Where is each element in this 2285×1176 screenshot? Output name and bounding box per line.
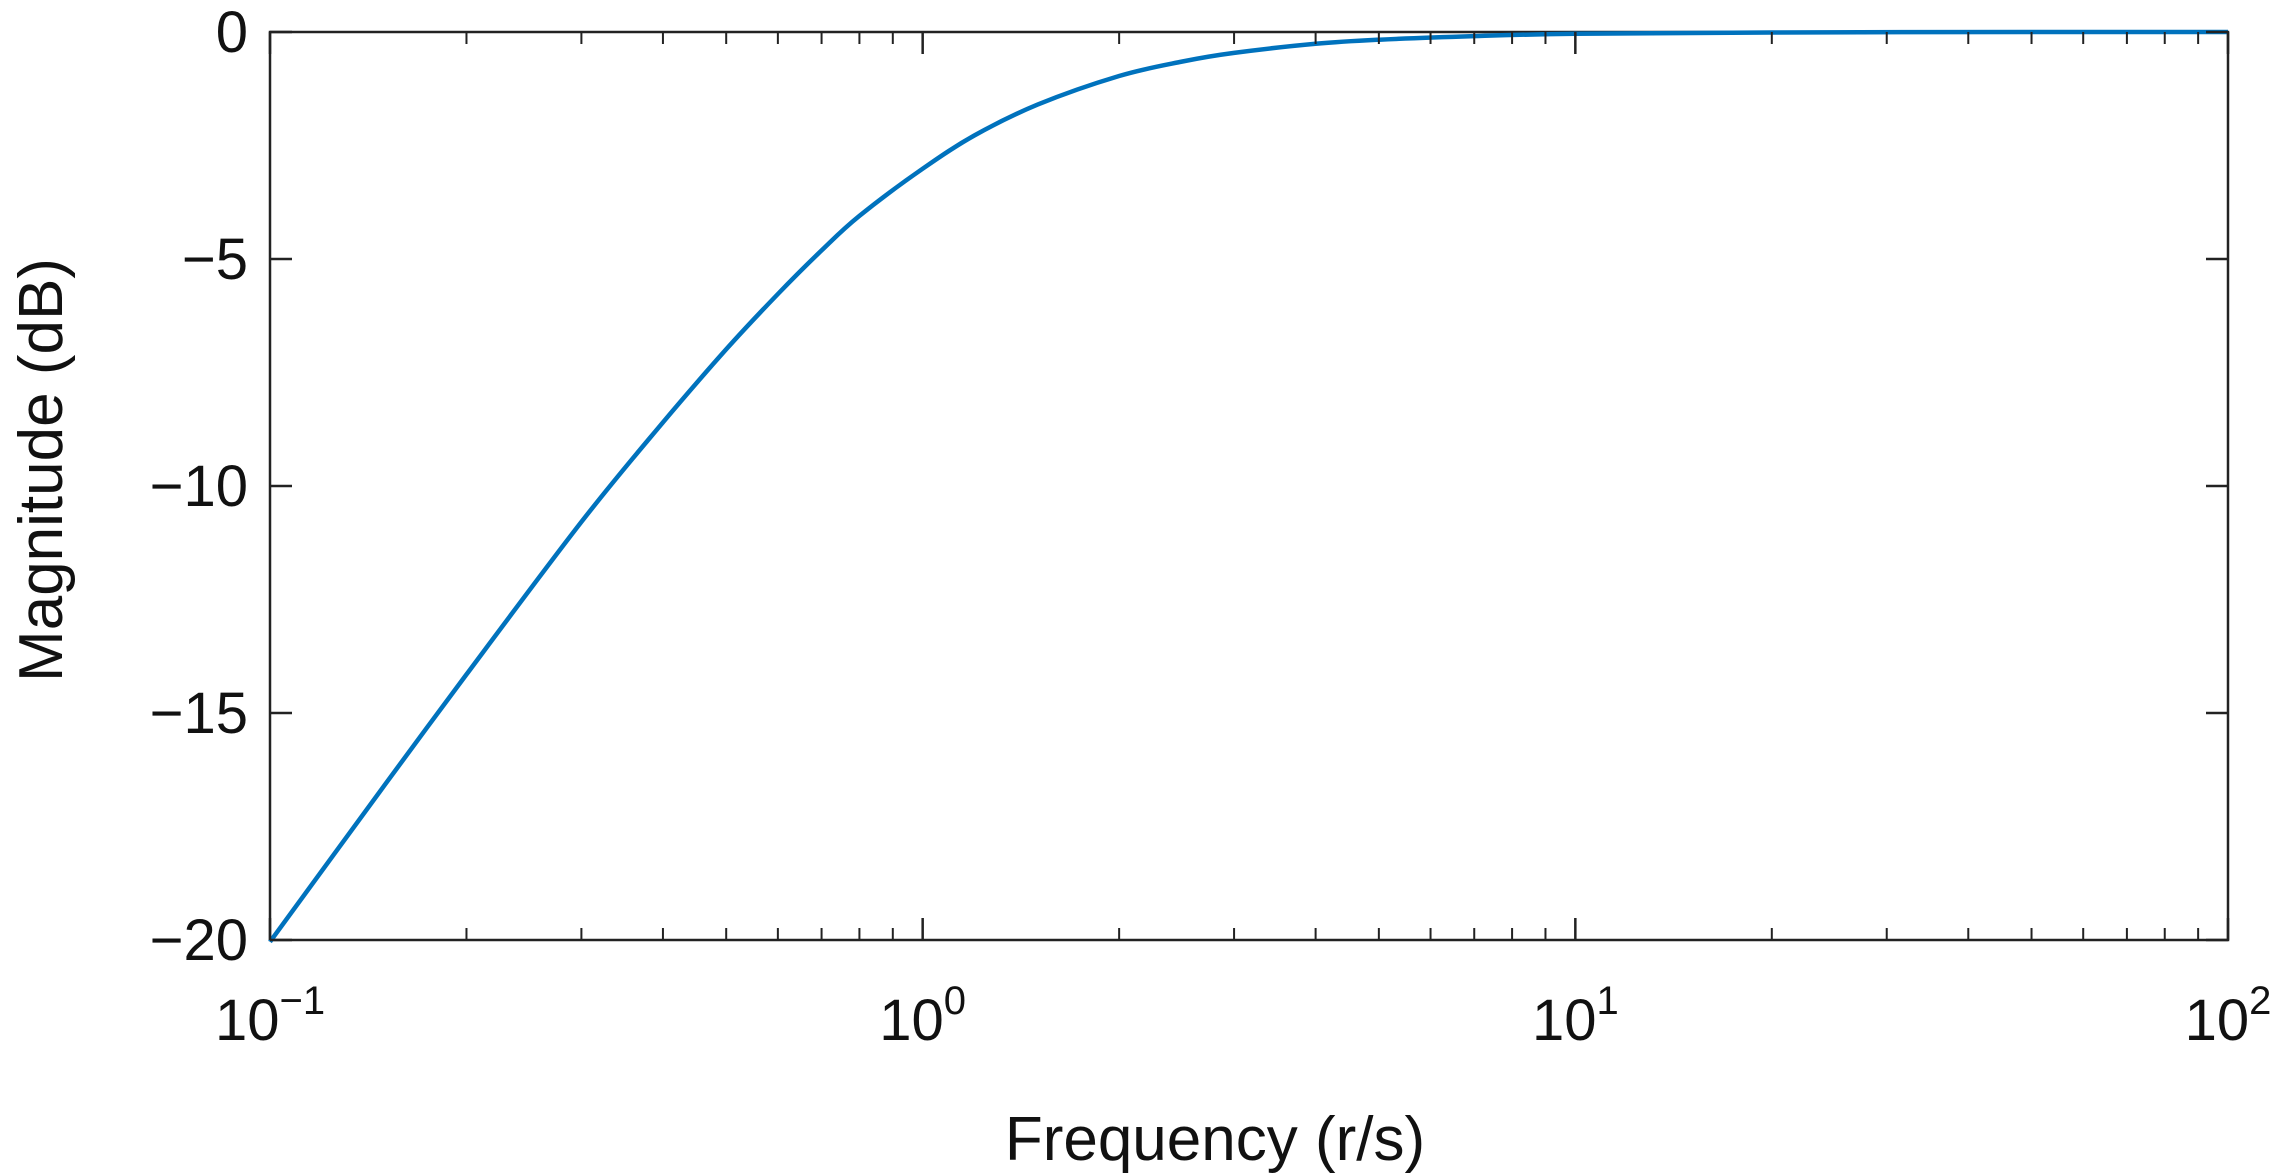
y-axis: 0 −5 −10 −15 −20: [150, 0, 2228, 973]
y-tick-label: −10: [150, 454, 248, 519]
x-tick-label: 101: [1532, 979, 1619, 1053]
x-axis: 10−1 100 101 102: [215, 32, 2271, 1053]
magnitude-series-line: [268, 29, 2229, 944]
plot-frame: [268, 30, 2230, 942]
y-axis-label: Magnitude (dB): [7, 258, 76, 682]
x-tick-label: 10−1: [215, 979, 325, 1053]
y-tick-label: −20: [150, 908, 248, 973]
y-tick-label: −5: [182, 227, 248, 292]
x-axis-label: Frequency (r/s): [1005, 1105, 1425, 1174]
x-tick-label: 100: [879, 979, 966, 1053]
plot-area: [268, 29, 2230, 944]
y-tick-label: 0: [216, 0, 248, 65]
y-tick-label: −15: [150, 681, 248, 746]
x-tick-label: 102: [2185, 979, 2272, 1053]
